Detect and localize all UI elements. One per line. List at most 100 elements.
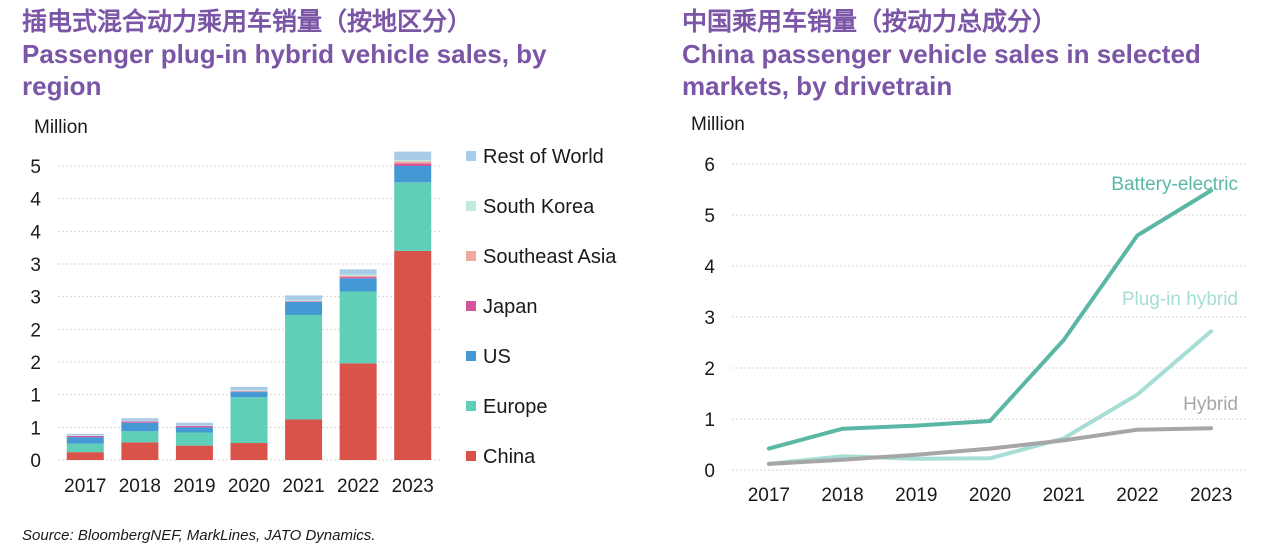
bar-segment-china-2022: [339, 363, 377, 460]
bar-segment-us-2022: [339, 278, 377, 292]
right-chart-title-en: China passenger vehicle sales in selecte…: [682, 39, 1201, 101]
y-tick-label: 4: [30, 190, 41, 211]
bar-segment-china-2021: [285, 419, 323, 460]
bar-segment-rest-of-world-2019: [175, 422, 213, 426]
bar-segment-us-2019: [175, 427, 213, 433]
y-tick-label: 3: [704, 308, 715, 329]
bar-segment-us-2023: [394, 166, 432, 183]
left-chart-title-cn: 插电式混合动力乘用车销量（按地区分）: [22, 7, 473, 36]
y-tick-label: 4: [30, 222, 41, 243]
y-tick-label: 2: [30, 353, 41, 374]
x-tick-label: 2018: [821, 485, 863, 506]
y-tick-label: 1: [30, 418, 41, 439]
legend-swatch-rest-of-world: [466, 151, 476, 161]
series-label-battery-electric: Battery-electric: [1111, 174, 1238, 195]
bar-segment-south-korea-2018: [121, 420, 159, 422]
series-label-plug-in-hybrid: Plug-in hybrid: [1122, 289, 1238, 310]
bar-segment-rest-of-world-2023: [394, 151, 432, 161]
legend-swatch-japan: [466, 301, 476, 311]
x-tick-label: 2022: [337, 476, 379, 497]
y-tick-label: 5: [30, 157, 41, 178]
bar-segment-europe-2023: [394, 182, 432, 251]
x-tick-label: 2019: [895, 485, 937, 506]
bar-segment-rest-of-world-2020: [230, 386, 268, 391]
bar-segment-china-2017: [66, 452, 104, 460]
bar-segment-south-korea-2022: [339, 274, 377, 276]
legend-label-japan: Japan: [483, 296, 538, 318]
right-chart-title: 中国乘用车销量（按动力总成分） China passenger vehicle …: [682, 6, 1262, 102]
legend-swatch-us: [466, 351, 476, 361]
series-line-plug-in-hybrid: [766, 329, 1214, 466]
x-tick-label: 2017: [748, 485, 790, 506]
x-tick-label: 2018: [119, 476, 161, 497]
legend-label-europe: Europe: [483, 396, 548, 418]
bar-segment-china-2019: [175, 445, 213, 460]
legend-swatch-europe: [466, 401, 476, 411]
right-chart-title-cn: 中国乘用车销量（按动力总成分）: [682, 7, 1058, 36]
series-line-battery-electric: [766, 188, 1214, 451]
bar-segment-europe-2017: [66, 443, 104, 453]
x-tick-label: 2019: [173, 476, 215, 497]
bar-segment-japan-2018: [121, 421, 159, 423]
y-tick-label: 0: [704, 461, 715, 482]
bar-segment-europe-2018: [121, 431, 159, 443]
x-tick-label: 2021: [282, 476, 324, 497]
bar-segment-south-korea-2023: [394, 160, 432, 162]
y-tick-label: 3: [30, 255, 41, 276]
bar-segment-europe-2020: [230, 397, 268, 444]
bar-segment-us-2017: [66, 437, 104, 444]
bar-segment-southeast-asia-2022: [339, 275, 377, 278]
bar-segment-europe-2019: [175, 432, 213, 446]
bar-segment-japan-2020: [230, 391, 268, 393]
bar-segment-japan-2019: [175, 426, 213, 428]
bar-segment-japan-2017: [66, 435, 104, 438]
bar-segment-us-2021: [285, 301, 323, 315]
legend-swatch-south-korea: [466, 201, 476, 211]
y-tick-label: 6: [704, 155, 715, 176]
left-chart-title-en: Passenger plug-in hybrid vehicle sales, …: [22, 39, 547, 101]
x-tick-label: 2021: [1043, 485, 1085, 506]
y-axis-label: Million: [34, 117, 88, 138]
bar-segment-rest-of-world-2022: [339, 269, 377, 275]
bar-segment-rest-of-world-2021: [285, 295, 323, 300]
bar-segment-us-2020: [230, 392, 268, 398]
x-tick-label: 2023: [1190, 485, 1232, 506]
y-tick-label: 5: [704, 206, 715, 227]
bar-segment-japan-2023: [394, 163, 432, 166]
y-tick-label: 1: [30, 386, 41, 407]
legend-label-rest-of-world: Rest of World: [483, 146, 604, 168]
x-tick-label: 2020: [969, 485, 1011, 506]
bar-segment-southeast-asia-2023: [394, 161, 432, 164]
stacked-bar-chart: Million 0 1 1 2 2 3 3 4 4 5 2017 2018 2019 2020 2021 202…: [30, 117, 617, 497]
y-tick-label: 1: [704, 410, 715, 431]
legend-swatch-southeast-asia: [466, 251, 476, 261]
x-tick-label: 2017: [64, 476, 106, 497]
bar-segment-china-2020: [230, 443, 268, 460]
bar-segment-china-2018: [121, 442, 159, 460]
bar-segment-japan-2022: [339, 277, 377, 279]
bar-segment-japan-2021: [285, 301, 323, 302]
bar-segment-europe-2021: [285, 314, 323, 420]
y-tick-label: 0: [30, 451, 41, 472]
bar-segment-rest-of-world-2017: [66, 433, 104, 436]
legend-label-southeast-asia: Southeast Asia: [483, 246, 617, 268]
x-tick-label: 2023: [392, 476, 434, 497]
legend-label-china: China: [483, 446, 536, 468]
y-tick-label: 3: [30, 288, 41, 309]
line-chart: Million 0 1 2 3 4 5 6 2017 2018 2019 2020 2021 2022 20…: [691, 114, 1248, 506]
y-tick-label: 4: [704, 257, 715, 278]
bar-segment-south-korea-2020: [230, 390, 268, 392]
y-tick-label: 2: [704, 359, 715, 380]
series-label-hybrid: Hybrid: [1183, 394, 1238, 415]
bar-segment-europe-2022: [339, 291, 377, 364]
legend-label-south-korea: South Korea: [483, 196, 595, 218]
x-tick-label: 2020: [228, 476, 270, 497]
y-tick-label: 2: [30, 320, 41, 341]
bar-segment-south-korea-2021: [285, 299, 323, 302]
bar-segment-china-2023: [394, 250, 432, 460]
left-chart-title: 插电式混合动力乘用车销量（按地区分） Passenger plug-in hyb…: [22, 6, 602, 102]
y-axis-label: Million: [691, 114, 745, 135]
bar-segment-us-2018: [121, 422, 159, 432]
legend-label-us: US: [483, 346, 511, 368]
bar-segment-rest-of-world-2018: [121, 418, 159, 421]
